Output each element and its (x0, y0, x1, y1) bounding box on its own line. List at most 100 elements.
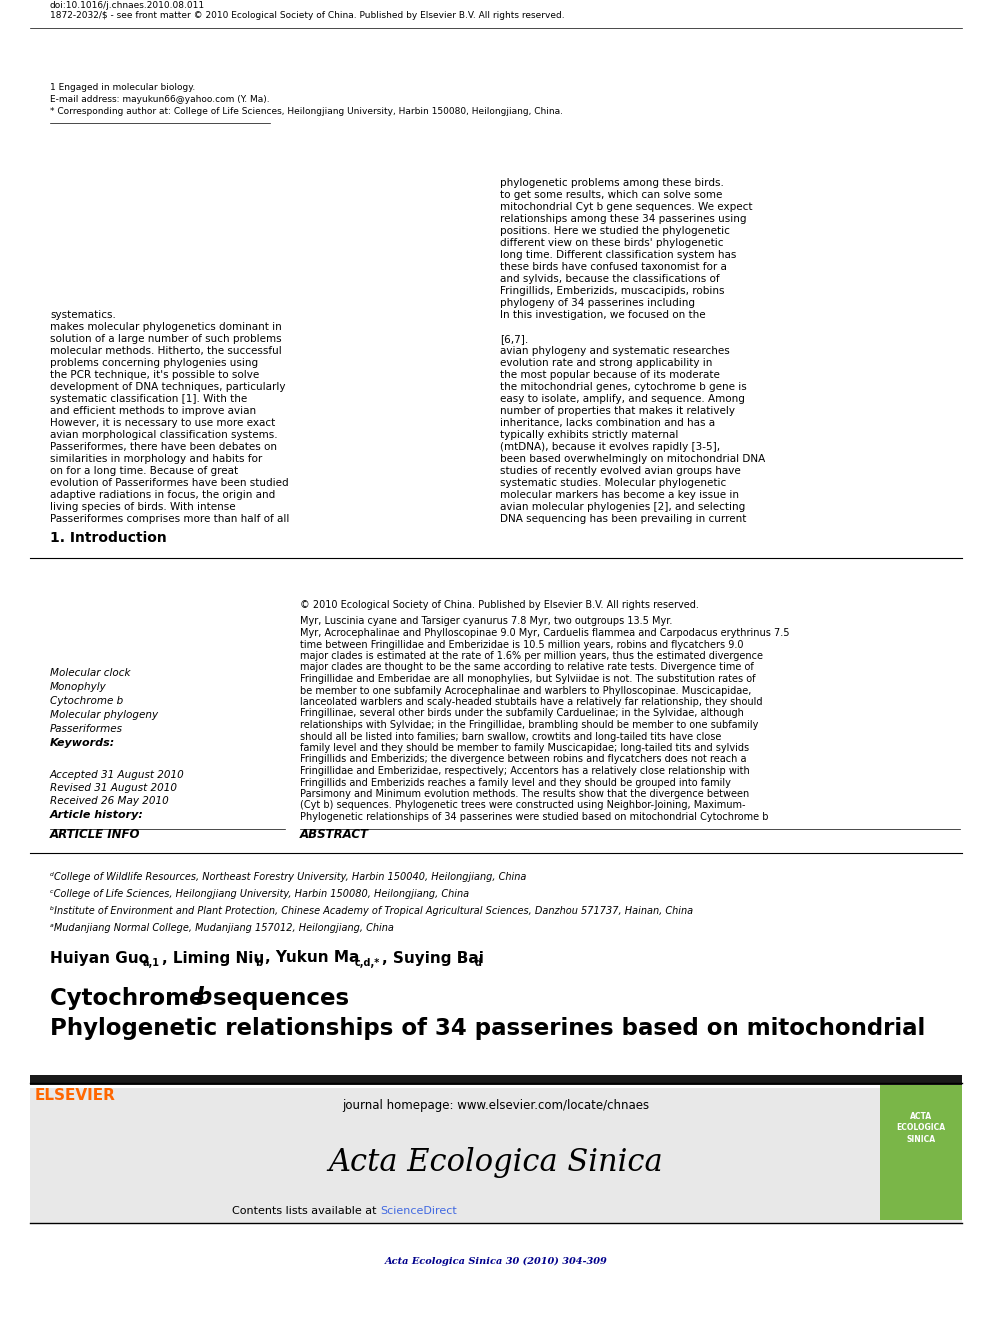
Text: Fringillidae and Emberizidae, respectively; Accentors has a relatively close rel: Fringillidae and Emberizidae, respective… (300, 766, 750, 777)
Text: on for a long time. Because of great: on for a long time. Because of great (50, 466, 238, 476)
Text: ARTICLE INFO: ARTICLE INFO (50, 828, 141, 841)
Text: time between Fringillidae and Emberizidae is 10.5 million years, robins and flyc: time between Fringillidae and Emberizida… (300, 639, 743, 650)
Text: relationships among these 34 passerines using: relationships among these 34 passerines … (500, 214, 747, 224)
Text: Phylogenetic relationships of 34 passerines were studied based on mitochondrial : Phylogenetic relationships of 34 passeri… (300, 812, 769, 822)
Text: lanceolated warblers and scaly-headed stubtails have a relatively far relationsh: lanceolated warblers and scaly-headed st… (300, 697, 763, 706)
Text: solution of a large number of such problems: solution of a large number of such probl… (50, 333, 282, 344)
Text: (mtDNA), because it evolves rapidly [3-5],: (mtDNA), because it evolves rapidly [3-5… (500, 442, 720, 452)
Text: Received 26 May 2010: Received 26 May 2010 (50, 796, 169, 806)
Text: molecular methods. Hitherto, the successful: molecular methods. Hitherto, the success… (50, 347, 282, 356)
Text: avian phylogeny and systematic researches: avian phylogeny and systematic researche… (500, 347, 730, 356)
Text: Parsimony and Minimum evolution methods. The results show that the divergence be: Parsimony and Minimum evolution methods.… (300, 789, 749, 799)
Text: Fringillids and Emberizids; the divergence between robins and flycatchers does n: Fringillids and Emberizids; the divergen… (300, 754, 747, 765)
Text: DNA sequencing has been prevailing in current: DNA sequencing has been prevailing in cu… (500, 515, 746, 524)
Text: Monophyly: Monophyly (50, 681, 107, 692)
Text: 1. Introduction: 1. Introduction (50, 531, 167, 545)
Text: Passeriformes, there have been debates on: Passeriformes, there have been debates o… (50, 442, 277, 452)
Text: d: d (475, 958, 482, 968)
Text: Huiyan Guo: Huiyan Guo (50, 950, 149, 966)
Text: Fringillidae and Emberidae are all monophylies, but Sylviidae is not. The substi: Fringillidae and Emberidae are all monop… (300, 673, 756, 684)
Text: problems concerning phylogenies using: problems concerning phylogenies using (50, 359, 258, 368)
Text: Myr, Luscinia cyane and Tarsiger cyanurus 7.8 Myr, two outgroups 13.5 Myr.: Myr, Luscinia cyane and Tarsiger cyanuru… (300, 617, 673, 627)
Text: avian morphological classification systems.: avian morphological classification syste… (50, 430, 278, 441)
Text: Acta Ecologica Sinica 30 (2010) 304-309: Acta Ecologica Sinica 30 (2010) 304-309 (385, 1257, 607, 1266)
Text: ELSEVIER: ELSEVIER (35, 1088, 115, 1102)
Text: been based overwhelmingly on mitochondrial DNA: been based overwhelmingly on mitochondri… (500, 454, 765, 464)
Text: evolution rate and strong applicability in: evolution rate and strong applicability … (500, 359, 712, 368)
Text: the PCR technique, it's possible to solve: the PCR technique, it's possible to solv… (50, 370, 259, 380)
Text: ᵃMudanjiang Normal College, Mudanjiang 157012, Heilongjiang, China: ᵃMudanjiang Normal College, Mudanjiang 1… (50, 923, 394, 933)
Text: these birds have confused taxonomist for a: these birds have confused taxonomist for… (500, 262, 727, 273)
Text: should all be listed into families; barn swallow, crowtits and long-tailed tits : should all be listed into families; barn… (300, 732, 721, 741)
Text: makes molecular phylogenetics dominant in: makes molecular phylogenetics dominant i… (50, 321, 282, 332)
Text: Cytochrome: Cytochrome (50, 987, 212, 1009)
Text: Passeriformes comprises more than half of all: Passeriformes comprises more than half o… (50, 515, 290, 524)
Text: Molecular phylogeny: Molecular phylogeny (50, 710, 158, 720)
Text: positions. Here we studied the phylogenetic: positions. Here we studied the phylogene… (500, 226, 730, 235)
Text: b: b (255, 958, 262, 968)
Text: Fringillinae, several other birds under the subfamily Carduelinae; in the Sylvid: Fringillinae, several other birds under … (300, 709, 744, 718)
Text: Passeriformes: Passeriformes (50, 724, 123, 734)
Text: the most popular because of its moderate: the most popular because of its moderate (500, 370, 720, 380)
Text: ᵈCollege of Wildlife Resources, Northeast Forestry University, Harbin 150040, He: ᵈCollege of Wildlife Resources, Northeas… (50, 872, 527, 882)
Text: , Yukun Ma: , Yukun Ma (265, 950, 359, 966)
Text: Fringillids, Emberizids, muscacipids, robins: Fringillids, Emberizids, muscacipids, ro… (500, 286, 724, 296)
Text: similarities in morphology and habits for: similarities in morphology and habits fo… (50, 454, 262, 464)
Text: , Suying Bai: , Suying Bai (382, 950, 484, 966)
Text: family level and they should be member to family Muscicapidae; long-tailed tits : family level and they should be member t… (300, 744, 749, 753)
Text: molecular markers has become a key issue in: molecular markers has become a key issue… (500, 490, 739, 500)
Text: 1872-2032/$ - see front matter © 2010 Ecological Society of China. Published by : 1872-2032/$ - see front matter © 2010 Ec… (50, 12, 564, 20)
Text: Myr, Acrocephalinae and Phylloscopinae 9.0 Myr, Carduelis flammea and Carpodacus: Myr, Acrocephalinae and Phylloscopinae 9… (300, 628, 790, 638)
Text: typically exhibits strictly maternal: typically exhibits strictly maternal (500, 430, 679, 441)
Bar (30, 1088, 962, 1222)
Text: systematic studies. Molecular phylogenetic: systematic studies. Molecular phylogenet… (500, 478, 726, 488)
Text: and sylvids, because the classifications of: and sylvids, because the classifications… (500, 274, 719, 284)
Text: Phylogenetic relationships of 34 passerines based on mitochondrial: Phylogenetic relationships of 34 passeri… (50, 1016, 926, 1040)
Text: However, it is necessary to use more exact: However, it is necessary to use more exa… (50, 418, 275, 429)
Text: mitochondrial Cyt b gene sequences. We expect: mitochondrial Cyt b gene sequences. We e… (500, 202, 753, 212)
Text: phylogeny of 34 passerines including: phylogeny of 34 passerines including (500, 298, 695, 308)
Text: ᶜCollege of Life Sciences, Heilongjiang University, Harbin 150080, Heilongjiang,: ᶜCollege of Life Sciences, Heilongjiang … (50, 889, 469, 900)
Text: ACTA
ECOLOGICA
SINICA: ACTA ECOLOGICA SINICA (897, 1113, 945, 1143)
Text: © 2010 Ecological Society of China. Published by Elsevier B.V. All rights reserv: © 2010 Ecological Society of China. Publ… (300, 601, 699, 610)
Text: Molecular clock: Molecular clock (50, 668, 131, 677)
Text: development of DNA techniques, particularly: development of DNA techniques, particula… (50, 382, 286, 392)
Text: easy to isolate, amplify, and sequence. Among: easy to isolate, amplify, and sequence. … (500, 394, 745, 404)
Text: ᵇInstitute of Environment and Plant Protection, Chinese Academy of Tropical Agri: ᵇInstitute of Environment and Plant Prot… (50, 906, 693, 916)
Text: adaptive radiations in focus, the origin and: adaptive radiations in focus, the origin… (50, 490, 275, 500)
Text: * Corresponding author at: College of Life Sciences, Heilongjiang University, Ha: * Corresponding author at: College of Li… (50, 106, 563, 115)
Text: evolution of Passeriformes have been studied: evolution of Passeriformes have been stu… (50, 478, 289, 488)
Text: Fringillids and Emberizids reaches a family level and they should be grouped int: Fringillids and Emberizids reaches a fam… (300, 778, 731, 787)
Text: Acta Ecologica Sinica: Acta Ecologica Sinica (328, 1147, 664, 1179)
Text: inheritance, lacks combination and has a: inheritance, lacks combination and has a (500, 418, 715, 429)
Text: living species of birds. With intense: living species of birds. With intense (50, 501, 236, 512)
Text: [6,7].: [6,7]. (500, 333, 529, 344)
Text: systematic classification [1]. With the: systematic classification [1]. With the (50, 394, 247, 404)
Text: Article history:: Article history: (50, 810, 144, 820)
Text: phylogenetic problems among these birds.: phylogenetic problems among these birds. (500, 179, 724, 188)
Text: E-mail address: mayukun66@yahoo.com (Y. Ma).: E-mail address: mayukun66@yahoo.com (Y. … (50, 94, 270, 103)
Text: Revised 31 August 2010: Revised 31 August 2010 (50, 783, 177, 792)
Text: the mitochondrial genes, cytochrome b gene is: the mitochondrial genes, cytochrome b ge… (500, 382, 747, 392)
Text: number of properties that makes it relatively: number of properties that makes it relat… (500, 406, 735, 415)
Text: Contents lists available at: Contents lists available at (232, 1207, 380, 1216)
Text: avian molecular phylogenies [2], and selecting: avian molecular phylogenies [2], and sel… (500, 501, 745, 512)
Text: major clades are thought to be the same according to relative rate tests. Diverg: major clades are thought to be the same … (300, 663, 754, 672)
Text: 1 Engaged in molecular biology.: 1 Engaged in molecular biology. (50, 82, 195, 91)
Text: Accepted 31 August 2010: Accepted 31 August 2010 (50, 770, 185, 781)
Text: Cytochrome b: Cytochrome b (50, 696, 123, 706)
Text: In this investigation, we focused on the: In this investigation, we focused on the (500, 310, 705, 320)
Text: , Liming Niu: , Liming Niu (162, 950, 264, 966)
Text: ScienceDirect: ScienceDirect (380, 1207, 456, 1216)
Text: a,1: a,1 (143, 958, 160, 968)
Text: relationships with Sylvidae; in the Fringillidae, brambling should be member to : relationships with Sylvidae; in the Frin… (300, 720, 758, 730)
Text: systematics.: systematics. (50, 310, 116, 320)
Text: sequences: sequences (205, 987, 349, 1009)
Text: b: b (195, 987, 211, 1009)
Text: c,d,*: c,d,* (355, 958, 380, 968)
Text: doi:10.1016/j.chnaes.2010.08.011: doi:10.1016/j.chnaes.2010.08.011 (50, 0, 205, 9)
Text: studies of recently evolved avian groups have: studies of recently evolved avian groups… (500, 466, 741, 476)
Text: to get some results, which can solve some: to get some results, which can solve som… (500, 191, 722, 200)
Text: journal homepage: www.elsevier.com/locate/chnaes: journal homepage: www.elsevier.com/locat… (342, 1098, 650, 1111)
Text: be member to one subfamily Acrocephalinae and warblers to Phylloscopinae. Muscic: be member to one subfamily Acrocephalina… (300, 685, 751, 696)
